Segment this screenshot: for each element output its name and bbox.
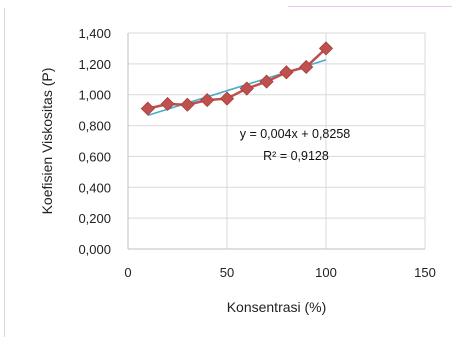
series-group	[140, 41, 334, 116]
data-point-marker	[299, 59, 314, 75]
y-tick-label: 0,800	[78, 119, 111, 134]
axes	[127, 33, 425, 250]
data-point-marker	[160, 96, 175, 112]
y-tick-label: 0,400	[78, 180, 111, 195]
data-point-marker	[259, 74, 274, 89]
y-axis-title: Koefisien Viskositas (P)	[39, 68, 55, 215]
y-tick-label: 1,200	[78, 57, 111, 72]
x-tick-label: 50	[220, 265, 234, 280]
frame-border-top-right	[288, 0, 452, 7]
tick-labels: 0,000 0,200 0,400 0,600 0,800 1,000 1,200 1,400…	[78, 26, 435, 280]
series-line	[147, 47, 327, 110]
data-point-marker	[200, 93, 215, 108]
y-tick-label: 0,600	[78, 149, 111, 164]
data-point-marker	[318, 41, 334, 56]
data-point-marker	[140, 101, 155, 116]
data-point-marker	[239, 81, 254, 96]
r-squared-label: R² = 0,9128	[263, 149, 329, 163]
y-tick-label: 0,200	[78, 211, 111, 226]
frame-border-left	[4, 8, 5, 337]
data-point-marker	[219, 91, 235, 106]
trendline-equation: y = 0,004x + 0,8258	[240, 127, 351, 141]
x-tick-label: 100	[315, 265, 337, 280]
grid-lines	[128, 32, 426, 249]
x-tick-label: 0	[124, 265, 131, 280]
x-tick-label: 150	[414, 265, 436, 280]
data-point-marker	[180, 97, 195, 112]
y-tick-label: 0,000	[78, 242, 111, 257]
x-axis-title: Konsentrasi (%)	[227, 299, 327, 315]
y-tick-label: 1,000	[78, 88, 111, 103]
y-tick-label: 1,400	[78, 26, 111, 41]
data-point-marker	[279, 65, 294, 80]
